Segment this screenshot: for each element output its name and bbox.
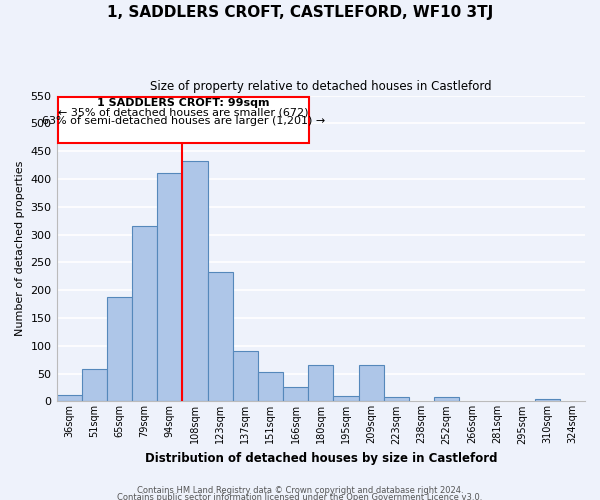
Bar: [233, 351, 258, 402]
Text: 1, SADDLERS CROFT, CASTLEFORD, WF10 3TJ: 1, SADDLERS CROFT, CASTLEFORD, WF10 3TJ: [107, 5, 493, 20]
X-axis label: Distribution of detached houses by size in Castleford: Distribution of detached houses by size …: [145, 452, 497, 465]
Bar: [107, 298, 132, 402]
Bar: [132, 226, 157, 402]
Text: Contains HM Land Registry data © Crown copyright and database right 2024.: Contains HM Land Registry data © Crown c…: [137, 486, 463, 495]
Text: Contains public sector information licensed under the Open Government Licence v3: Contains public sector information licen…: [118, 494, 482, 500]
Y-axis label: Number of detached properties: Number of detached properties: [15, 161, 25, 336]
Bar: [182, 161, 208, 402]
Bar: [82, 369, 107, 402]
Bar: [535, 398, 560, 402]
Title: Size of property relative to detached houses in Castleford: Size of property relative to detached ho…: [150, 80, 491, 93]
Bar: [56, 394, 82, 402]
Text: 63% of semi-detached houses are larger (1,201) →: 63% of semi-detached houses are larger (…: [42, 116, 325, 126]
Bar: [334, 396, 359, 402]
Bar: [208, 272, 233, 402]
Bar: [258, 372, 283, 402]
Bar: [383, 397, 409, 402]
Bar: [359, 365, 383, 402]
Text: ← 35% of detached houses are smaller (672): ← 35% of detached houses are smaller (67…: [58, 107, 309, 117]
Text: 1 SADDLERS CROFT: 99sqm: 1 SADDLERS CROFT: 99sqm: [97, 98, 270, 108]
FancyBboxPatch shape: [58, 96, 310, 143]
Bar: [308, 365, 334, 402]
Bar: [283, 388, 308, 402]
Bar: [157, 174, 182, 402]
Bar: [434, 397, 459, 402]
